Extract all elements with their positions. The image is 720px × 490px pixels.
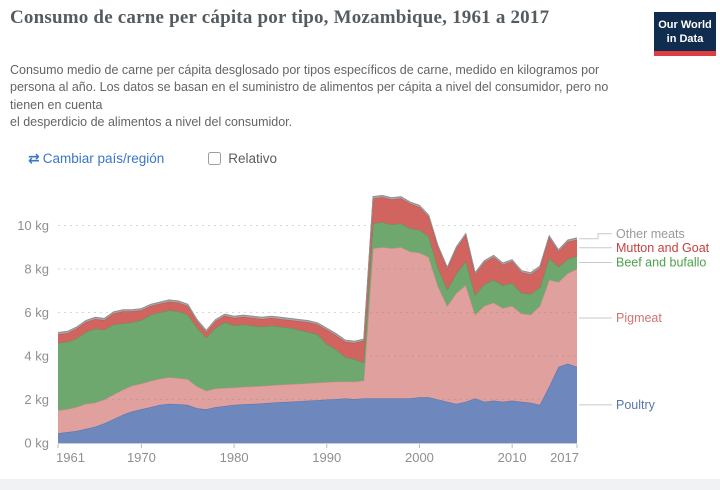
chart-controls: ⇄ Cambiar país/región Relativo [28,150,277,167]
x-axis-label-2010: 2010 [498,450,527,465]
y-axis-label-4kg: 4 kg [24,349,49,364]
legend-label-pigmeat[interactable]: Pigmeat [616,311,662,325]
footer-strip [0,479,720,490]
legend-label-poultry[interactable]: Poultry [616,398,656,412]
x-axis-label-2000: 2000 [405,450,434,465]
x-axis-label-1961: 1961 [56,450,85,465]
legend-label-other-meats[interactable]: Other meats [616,227,685,241]
series-area-poultry[interactable] [58,363,577,443]
legend-label-mutton-and-goat[interactable]: Mutton and Goat [616,241,710,255]
owid-logo-line2: in Data [666,32,704,45]
meat-consumption-stacked-area-chart[interactable]: 0 kg 2 kg 4 kg 6 kg 8 kg 10 kg 1961 1970 1980 199… [0,170,720,480]
page-title: Consumo de carne per cápita por tipo, Mo… [10,7,550,28]
chart-subtitle: Consumo medio de carne per cápita desglo… [10,63,609,129]
owid-logo[interactable]: Our World in Data [654,12,716,56]
legend-label-beef-and-bufallo[interactable]: Beef and bufallo [616,256,706,270]
change-country-link[interactable]: ⇄ Cambiar país/región [28,150,164,167]
series-area-pigmeat[interactable] [58,247,577,434]
y-axis-label-6kg: 6 kg [24,305,49,320]
y-axis-label-0kg: 0 kg [24,436,49,451]
swap-arrows-icon: ⇄ [28,150,40,166]
relative-label: Relativo [228,151,278,166]
y-axis-label-8kg: 8 kg [24,262,49,277]
y-axis-label-10kg: 10 kg [17,218,49,233]
series-edge-other-meats [57,194,578,342]
owid-logo-stripe [654,51,716,56]
series-area-mutton-and-goat[interactable] [58,197,577,363]
owid-logo-line1: Our World [658,19,712,31]
x-axis-label-1980: 1980 [220,450,249,465]
x-axis-label-1970: 1970 [127,450,156,465]
series-edge-poultry [57,363,578,434]
x-axis-label-1990: 1990 [312,450,341,465]
y-axis-label-2kg: 2 kg [24,392,49,407]
relative-toggle[interactable]: Relativo [208,151,277,166]
x-axis-label-2017: 2017 [550,450,579,465]
change-country-label: Cambiar país/región [42,151,165,166]
relative-checkbox[interactable] [208,152,222,165]
series-area-beef-and-bufallo[interactable] [58,222,577,411]
legend-connector-other-meats [579,233,612,240]
